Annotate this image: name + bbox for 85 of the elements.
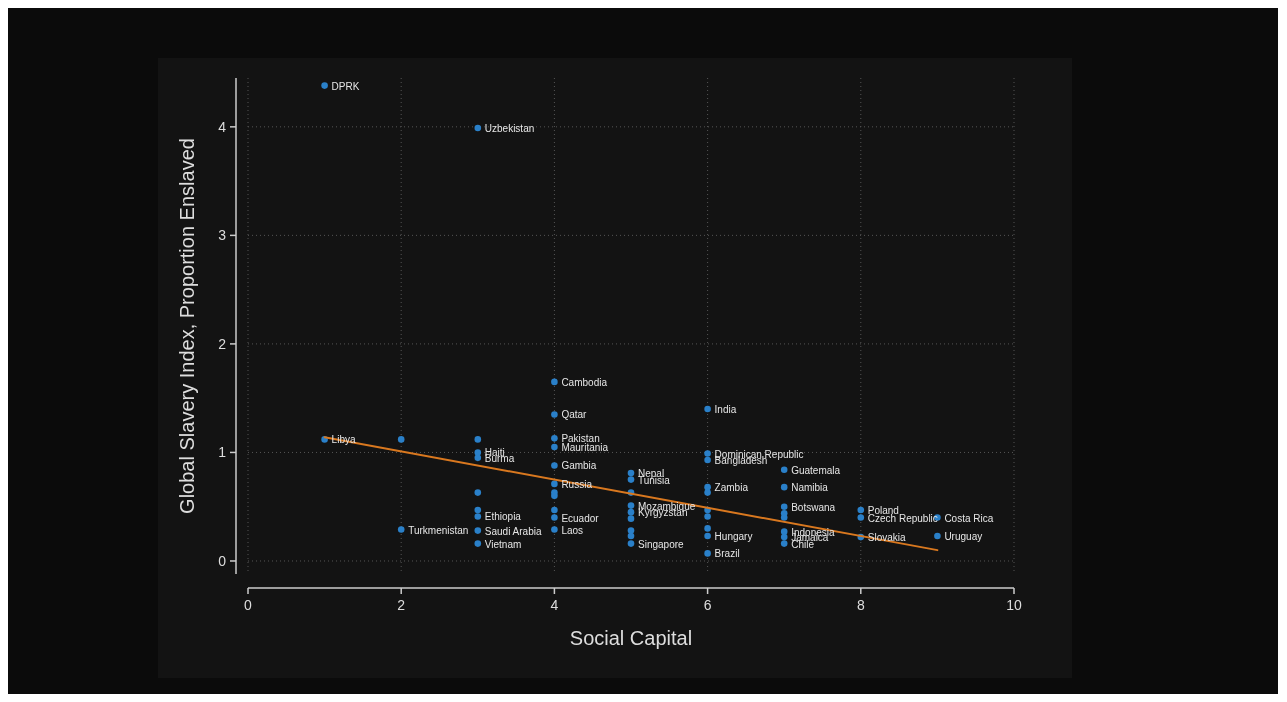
point — [780, 466, 788, 474]
point — [551, 378, 558, 386]
point — [551, 462, 558, 469]
y-tick-label: 3 — [218, 227, 227, 244]
y-tick-label: 1 — [218, 444, 227, 461]
point — [474, 124, 482, 132]
point — [627, 508, 635, 516]
annotation: Ecuador — [561, 512, 600, 524]
x-tick-label: 2 — [397, 597, 406, 613]
annotation: Costa Rica — [944, 512, 994, 524]
annotation: Namibia — [791, 482, 829, 494]
point — [321, 82, 328, 89]
point — [627, 469, 635, 477]
annotation: Qatar — [561, 409, 588, 421]
annotation: Brazil — [714, 548, 740, 560]
point — [627, 476, 635, 483]
point — [474, 506, 482, 514]
point — [627, 540, 635, 547]
point — [780, 514, 788, 521]
point — [704, 525, 711, 532]
point — [627, 527, 635, 534]
annotation: Gambia — [561, 460, 597, 472]
point — [397, 526, 405, 533]
point — [627, 515, 635, 522]
point — [474, 436, 482, 443]
annotation: Saudi Arabia — [484, 525, 542, 537]
point — [704, 489, 711, 496]
annotation: Hungary — [714, 531, 753, 543]
annotation: Cambodia — [561, 376, 608, 388]
point — [474, 527, 482, 534]
y-tick-label: 2 — [218, 335, 227, 352]
x-tick-label: 0 — [244, 597, 253, 613]
point — [704, 450, 711, 457]
point — [704, 532, 711, 540]
point — [551, 514, 558, 521]
annotation: Laos — [561, 524, 584, 536]
annotation: Singapore — [638, 538, 685, 550]
point — [551, 492, 558, 500]
point — [551, 443, 558, 451]
x-tick-label: 4 — [550, 597, 559, 613]
annotation: Uruguay — [944, 531, 983, 543]
annotation: Pakistan — [561, 433, 600, 445]
point — [474, 540, 482, 547]
annotation: Turkmenistan — [408, 524, 469, 536]
y-tick-label: 0 — [218, 552, 227, 569]
point — [704, 456, 711, 464]
point — [551, 506, 558, 514]
point — [551, 480, 558, 488]
point — [780, 503, 788, 511]
point — [551, 411, 558, 418]
x-tick-label: 6 — [703, 597, 712, 613]
point — [474, 489, 482, 496]
annotation: Uzbekistan — [484, 122, 535, 134]
point — [474, 513, 482, 520]
point — [780, 533, 788, 541]
annotation: India — [714, 404, 737, 416]
annotation: Botswana — [791, 501, 836, 513]
annotation: Vietnam — [484, 538, 522, 550]
point — [934, 532, 941, 540]
point — [857, 514, 865, 521]
annotation: Mauritania — [561, 442, 609, 454]
point — [780, 528, 788, 535]
point — [474, 454, 482, 462]
point — [551, 435, 558, 442]
point — [704, 513, 711, 520]
point — [627, 502, 635, 509]
point — [780, 483, 788, 491]
x-tick-label: 8 — [856, 597, 865, 613]
point — [704, 550, 711, 557]
x-axis-title: Social Capital — [569, 627, 693, 649]
point — [397, 436, 405, 443]
annotation: Ethiopia — [484, 511, 522, 523]
y-axis-title: Global Slavery Index, Proportion Enslaved — [176, 138, 198, 514]
point — [780, 540, 788, 547]
point — [627, 532, 635, 540]
x-tick-label: 10 — [1006, 597, 1022, 613]
annotation: Slovakia — [867, 532, 907, 544]
annotation: Zambia — [714, 482, 749, 494]
point — [551, 526, 558, 533]
annotation: Guatemala — [791, 464, 841, 476]
point — [857, 506, 865, 514]
point — [704, 405, 711, 413]
annotation: DPRK — [331, 80, 360, 92]
y-tick-label: 4 — [218, 118, 227, 135]
point — [474, 449, 482, 456]
